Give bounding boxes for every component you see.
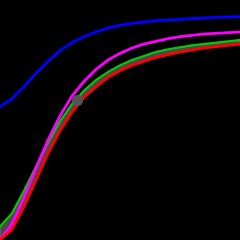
Point xyxy=(75,98,79,102)
